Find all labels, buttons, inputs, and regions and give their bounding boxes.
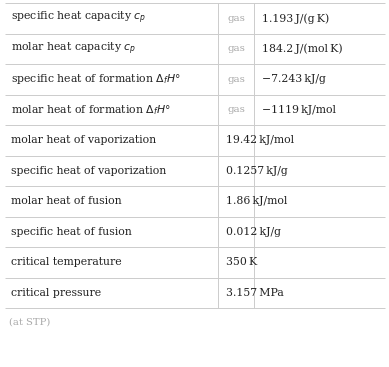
- Text: −7.243 kJ/g: −7.243 kJ/g: [262, 74, 326, 84]
- Text: critical temperature: critical temperature: [11, 257, 122, 267]
- Text: −1119 kJ/mol: −1119 kJ/mol: [262, 105, 336, 115]
- Text: gas: gas: [227, 14, 245, 23]
- Text: molar heat of formation $\Delta_f H°$: molar heat of formation $\Delta_f H°$: [11, 103, 171, 117]
- Text: specific heat of formation $\Delta_f H°$: specific heat of formation $\Delta_f H°$: [11, 72, 181, 86]
- Text: gas: gas: [227, 75, 245, 84]
- Text: specific heat of fusion: specific heat of fusion: [11, 227, 132, 237]
- Text: 0.1257 kJ/g: 0.1257 kJ/g: [226, 166, 288, 176]
- Text: gas: gas: [227, 44, 245, 53]
- Text: (at STP): (at STP): [9, 317, 50, 327]
- Text: 19.42 kJ/mol: 19.42 kJ/mol: [226, 135, 294, 145]
- Text: molar heat capacity $c_p$: molar heat capacity $c_p$: [11, 40, 136, 57]
- Text: 3.157 MPa: 3.157 MPa: [226, 288, 284, 298]
- Text: 184.2 J/(mol K): 184.2 J/(mol K): [262, 43, 343, 54]
- Text: molar heat of fusion: molar heat of fusion: [11, 196, 122, 206]
- Text: 0.012 kJ/g: 0.012 kJ/g: [226, 227, 281, 237]
- Text: specific heat capacity $c_p$: specific heat capacity $c_p$: [11, 10, 146, 26]
- Text: 1.193 J/(g K): 1.193 J/(g K): [262, 13, 329, 23]
- Text: gas: gas: [227, 105, 245, 114]
- Text: critical pressure: critical pressure: [11, 288, 101, 298]
- Text: molar heat of vaporization: molar heat of vaporization: [11, 135, 156, 145]
- Text: specific heat of vaporization: specific heat of vaporization: [11, 166, 166, 176]
- Text: 1.86 kJ/mol: 1.86 kJ/mol: [226, 196, 287, 206]
- Text: 350 K: 350 K: [226, 257, 257, 267]
